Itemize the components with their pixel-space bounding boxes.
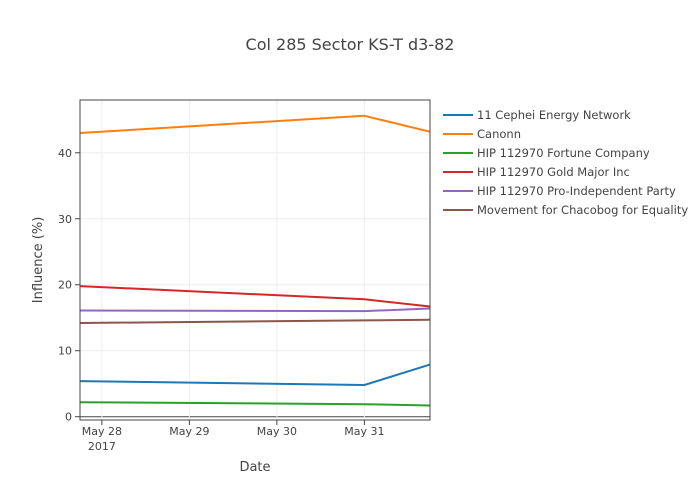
legend-label: HIP 112970 Gold Major Inc <box>477 165 630 179</box>
series-line-movement-for-chacobog-for-equality <box>79 318 431 324</box>
x-tick-label: May 29 <box>169 425 209 438</box>
legend-label: Canonn <box>477 127 521 141</box>
y-tick-label: 30 <box>58 213 72 226</box>
y-tick-label: 40 <box>58 147 72 160</box>
legend-item[interactable]: 11 Cephei Energy Network <box>443 108 631 122</box>
y-axis-ticks: 0 10 20 30 40 <box>58 147 80 424</box>
gridlines <box>80 100 430 420</box>
y-tick-label: 20 <box>58 279 72 292</box>
x-tick-label: May 31 <box>344 425 384 438</box>
legend-item[interactable]: Canonn <box>443 127 521 141</box>
legend: 11 Cephei Energy Network Canonn HIP 112970… <box>443 108 688 217</box>
x-tick-label: May 28 <box>82 425 122 438</box>
legend-item[interactable]: Movement for Chacobog for Equality <box>443 203 688 217</box>
series-line-canonn <box>79 114 431 134</box>
series-line-hip-112970-gold-major-inc <box>79 285 431 308</box>
y-tick-label: 0 <box>65 411 72 424</box>
x-tick-label: May 30 <box>257 425 297 438</box>
x-axis-ticks: May 28 2017 May 29 May 30 May 31 <box>82 420 385 453</box>
y-axis-title: Influence (%) <box>31 217 46 304</box>
x-tick-sublabel: 2017 <box>88 440 116 453</box>
legend-label: HIP 112970 Fortune Company <box>477 146 650 160</box>
y-tick-label: 10 <box>58 345 72 358</box>
legend-label: 11 Cephei Energy Network <box>477 108 631 122</box>
series-line-hip-112970-fortune-company <box>79 401 431 407</box>
chart-title: Col 285 Sector KS-T d3-82 <box>246 35 455 54</box>
legend-item[interactable]: HIP 112970 Pro-Independent Party <box>443 184 676 198</box>
legend-label: Movement for Chacobog for Equality <box>477 203 688 217</box>
legend-item[interactable]: HIP 112970 Fortune Company <box>443 146 650 160</box>
plot-frame <box>79 99 431 421</box>
series-line-11-cephei-energy-network <box>79 363 431 386</box>
x-axis-title: Date <box>239 460 270 475</box>
legend-label: HIP 112970 Pro-Independent Party <box>477 184 676 198</box>
series-line-hip-112970-pro-independent-party <box>79 307 431 313</box>
legend-item[interactable]: HIP 112970 Gold Major Inc <box>443 165 630 179</box>
series-lines <box>79 114 431 407</box>
